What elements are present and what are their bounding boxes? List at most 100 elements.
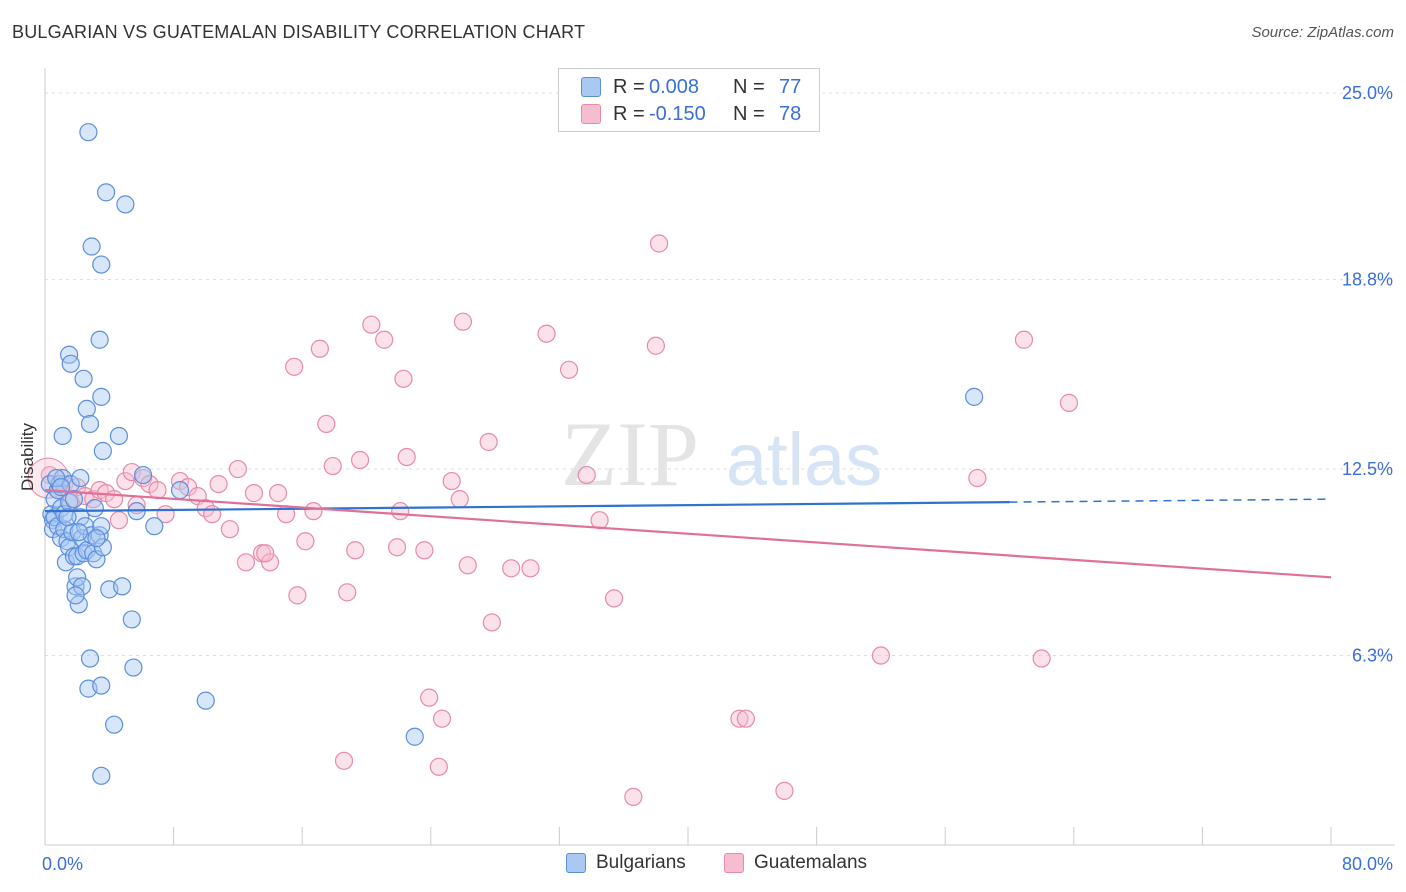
bulgarian-point bbox=[77, 399, 96, 419]
r-value: 0.008 bbox=[649, 75, 700, 98]
bulgarian-point bbox=[66, 586, 85, 605]
guatemalan-point bbox=[1014, 330, 1034, 349]
bulgarian-point bbox=[109, 426, 129, 446]
guatemalan-point bbox=[521, 559, 540, 578]
guatemalan-point bbox=[317, 414, 336, 434]
guatemalan-point bbox=[209, 474, 228, 494]
guatemalan-points bbox=[27, 234, 1079, 806]
bulgarian-point bbox=[80, 649, 100, 668]
legend-item-guatemalans[interactable]: Guatemalans bbox=[724, 852, 867, 874]
guatemalan-point bbox=[236, 553, 256, 572]
bulgarian-point bbox=[90, 526, 109, 545]
bulgarian-point bbox=[58, 508, 77, 527]
guatemalan-point bbox=[310, 339, 329, 358]
bulgarian-point bbox=[92, 766, 111, 785]
bulgarian-point bbox=[69, 523, 88, 542]
bulgarian-point bbox=[72, 577, 92, 596]
guatemalan-point bbox=[450, 490, 469, 509]
guatemalan-point bbox=[577, 465, 596, 485]
guatemalan-point bbox=[350, 450, 370, 470]
watermark-zip: ZIP bbox=[561, 403, 699, 505]
y-tick-label: 25.0% bbox=[1342, 83, 1393, 103]
stats-row-bulgarians: R = 0.008 N = 77 bbox=[581, 75, 801, 99]
bulgarian-point bbox=[92, 517, 111, 536]
bulgarian-points bbox=[40, 123, 984, 785]
legend-item-bulgarians[interactable]: Bulgarians bbox=[566, 852, 686, 874]
bulgarian-trend-extension bbox=[1009, 498, 1332, 503]
guatemalan-point bbox=[559, 360, 579, 379]
axes bbox=[44, 68, 1395, 846]
tick-labels: 6.3% 12.5% 18.8% 25.0% 0.0% 80.0% bbox=[42, 83, 1393, 874]
guatemalan-point bbox=[502, 559, 521, 578]
r-label: R = bbox=[613, 102, 645, 125]
bulgarian-point bbox=[92, 387, 111, 406]
guatemalan-point bbox=[420, 688, 439, 707]
bulgarian-point bbox=[64, 490, 84, 509]
guatemalan-point bbox=[968, 468, 987, 488]
bulgarian-point bbox=[105, 715, 124, 734]
guatemalans-swatch bbox=[724, 853, 744, 873]
bulgarian-point bbox=[124, 658, 143, 677]
guatemalan-point bbox=[323, 456, 342, 476]
guatemalan-point bbox=[604, 589, 624, 608]
stats-row-guatemalans: R = -0.150 N = 78 bbox=[581, 102, 801, 126]
guatemalan-trend-line bbox=[44, 489, 1332, 579]
guatemalan-point bbox=[429, 757, 448, 776]
bulgarians-swatch bbox=[566, 853, 586, 873]
guatemalan-point bbox=[228, 459, 247, 479]
guatemalan-point bbox=[730, 709, 749, 728]
guatemalans-swatch bbox=[581, 104, 601, 124]
guatemalan-point bbox=[203, 505, 222, 524]
bulgarian-point bbox=[51, 478, 71, 497]
guatemalan-point bbox=[458, 556, 477, 575]
guatemalan-point bbox=[1059, 393, 1079, 412]
guatemalan-point bbox=[453, 312, 473, 331]
guatemalan-point bbox=[285, 357, 304, 376]
watermark: ZIP atlas bbox=[561, 403, 882, 505]
n-label: N = bbox=[733, 102, 765, 125]
guatemalan-point bbox=[394, 369, 413, 388]
series-legend: Bulgarians Guatemalans bbox=[0, 852, 1406, 878]
r-value: -0.150 bbox=[649, 102, 706, 125]
guatemalan-point bbox=[624, 787, 643, 806]
guatemalan-point bbox=[387, 538, 407, 557]
legend-label: Guatemalans bbox=[754, 852, 868, 873]
guatemalan-point bbox=[375, 330, 394, 349]
bulgarian-point bbox=[170, 481, 190, 500]
bulgarian-point bbox=[47, 468, 66, 488]
bulgarian-point bbox=[79, 123, 98, 142]
bulgarian-point bbox=[71, 468, 90, 488]
guatemalan-point bbox=[105, 490, 124, 509]
bulgarian-point bbox=[965, 387, 984, 406]
guatemalan-point bbox=[296, 532, 315, 551]
bulgarian-point bbox=[90, 330, 109, 349]
guatemalan-point bbox=[415, 541, 434, 560]
legend-label: Bulgarians bbox=[596, 852, 686, 873]
guatemalan-point bbox=[244, 484, 264, 503]
bulgarian-point bbox=[96, 183, 116, 202]
r-label: R = bbox=[613, 75, 645, 98]
guatemalan-point bbox=[260, 553, 280, 572]
bulgarian-point bbox=[92, 255, 111, 274]
bulgarian-point bbox=[116, 195, 135, 214]
guatemalan-point bbox=[479, 432, 498, 452]
n-value: 78 bbox=[779, 102, 802, 125]
guatemalan-point bbox=[220, 520, 239, 539]
bulgarian-point bbox=[87, 529, 106, 548]
guatemalan-point bbox=[334, 751, 354, 770]
bulgarian-point bbox=[145, 517, 164, 536]
guatemalan-point bbox=[646, 336, 665, 355]
x-tick-label: 0.0% bbox=[42, 854, 83, 874]
guatemalan-point bbox=[590, 511, 609, 530]
bulgarian-point bbox=[85, 499, 104, 518]
bulgarian-point bbox=[122, 610, 141, 629]
x-tick-label: 80.0% bbox=[1342, 854, 1393, 874]
bulgarian-point bbox=[113, 577, 132, 596]
guatemalan-point bbox=[148, 481, 167, 500]
trend-lines bbox=[44, 489, 1332, 579]
guatemalan-point bbox=[537, 324, 556, 343]
guatemalan-point bbox=[338, 583, 357, 602]
bulgarian-point bbox=[93, 538, 112, 557]
guatemalan-point bbox=[304, 502, 323, 521]
y-tick-label: 18.8% bbox=[1342, 270, 1393, 290]
